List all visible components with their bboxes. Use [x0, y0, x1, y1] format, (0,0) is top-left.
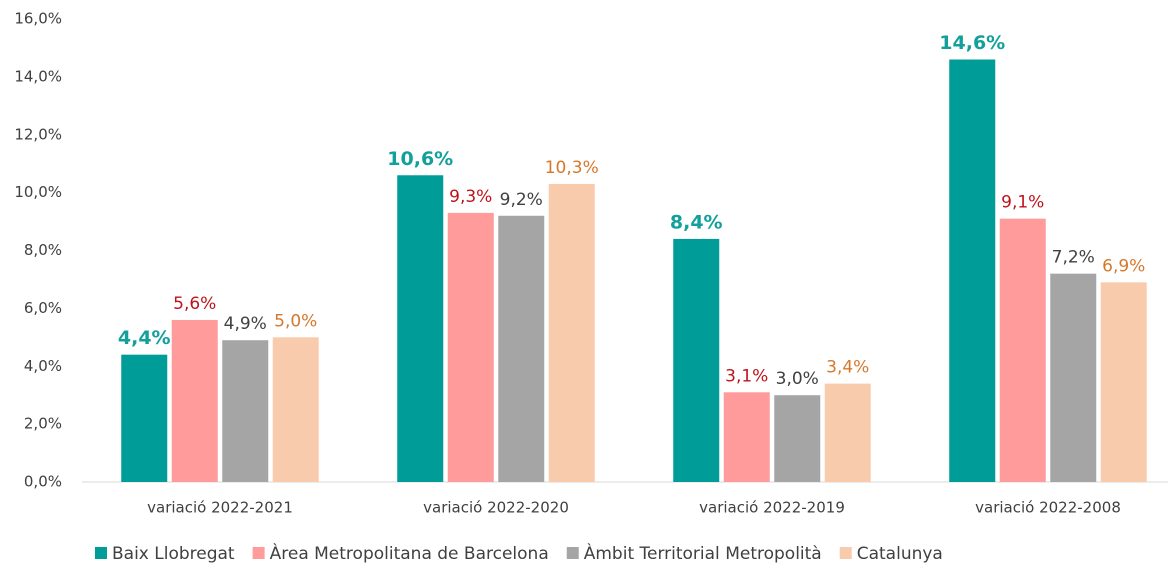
bar [824, 383, 871, 482]
legend-swatch [252, 547, 265, 559]
y-tick-label: 4,0% [24, 357, 62, 375]
bar [272, 337, 319, 482]
value-label: 9,2% [500, 190, 543, 210]
y-tick-label: 8,0% [24, 241, 62, 259]
bar [723, 392, 770, 482]
y-tick-label: 10,0% [14, 183, 62, 201]
value-label: 4,4% [118, 327, 171, 349]
bar [673, 238, 720, 482]
y-tick-label: 0,0% [24, 473, 62, 491]
x-tick-label: variació 2022-2019 [699, 499, 845, 517]
legend-label: Baix Llobregat [112, 544, 235, 564]
legend-swatch [839, 547, 852, 559]
x-tick-label: variació 2022-2008 [975, 499, 1121, 517]
value-label: 7,2% [1052, 248, 1095, 268]
value-label: 5,6% [173, 294, 216, 314]
bar [222, 340, 269, 482]
value-label: 3,4% [826, 358, 869, 378]
value-label: 3,0% [776, 369, 819, 389]
bar [999, 218, 1046, 482]
value-label: 5,0% [274, 311, 317, 331]
legend-label: Catalunya [857, 544, 943, 564]
bar [949, 59, 996, 482]
value-label: 8,4% [670, 211, 723, 233]
y-tick-label: 12,0% [14, 125, 62, 143]
x-tick-label: variació 2022-2020 [423, 499, 569, 517]
bar [774, 395, 821, 482]
y-tick-label: 14,0% [14, 67, 62, 85]
bar [397, 175, 444, 482]
legend-swatch [95, 547, 107, 559]
value-label: 3,1% [725, 366, 768, 386]
legend-label: Àmbit Territorial Metropolità [584, 542, 822, 564]
bar [171, 319, 218, 482]
value-label: 9,1% [1001, 193, 1044, 213]
value-label: 6,9% [1102, 256, 1145, 276]
bar [447, 212, 494, 482]
y-tick-label: 16,0% [14, 10, 62, 28]
y-tick-label: 2,0% [24, 415, 62, 433]
y-tick-label: 6,0% [24, 299, 62, 317]
bar [1100, 282, 1147, 482]
legend-swatch [566, 547, 579, 559]
bar [1050, 273, 1097, 482]
bar [548, 183, 595, 482]
value-label: 10,6% [387, 148, 453, 170]
value-label: 10,3% [545, 158, 599, 178]
value-label: 9,3% [449, 187, 492, 207]
legend-label: Àrea Metropolitana de Barcelona [270, 542, 549, 564]
bar [121, 354, 168, 482]
x-tick-label: variació 2022-2021 [147, 499, 293, 517]
value-label: 14,6% [939, 32, 1005, 54]
value-label: 4,9% [224, 314, 267, 334]
bar [498, 215, 545, 482]
